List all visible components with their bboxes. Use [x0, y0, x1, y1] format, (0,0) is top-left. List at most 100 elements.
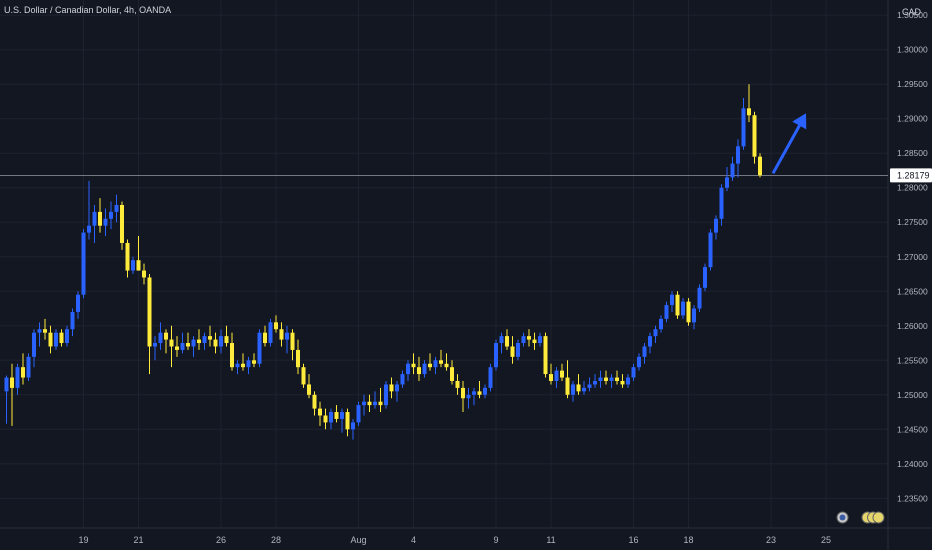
y-tick-label: 1.25500: [897, 355, 928, 365]
candle-body: [444, 363, 449, 368]
x-tick-label: 4: [411, 535, 416, 545]
candle-body: [719, 187, 724, 219]
candle-body: [400, 374, 405, 385]
candle-body: [455, 380, 460, 388]
candle-body: [65, 329, 69, 344]
candle-body: [301, 367, 306, 385]
x-tick-label: 26: [216, 535, 226, 545]
candle-body: [175, 346, 179, 350]
candle-body: [10, 377, 14, 388]
candle-body: [587, 384, 592, 388]
candle-body: [670, 294, 674, 306]
candle-body: [125, 242, 130, 271]
candle-body: [703, 267, 707, 288]
trend-arrow-head: [792, 113, 807, 130]
candle-body: [120, 204, 124, 243]
candle-body: [345, 412, 350, 430]
candle-body: [263, 332, 267, 344]
candle-body: [736, 146, 740, 164]
candle-body: [197, 339, 201, 344]
flag-icon[interactable]: [836, 511, 849, 529]
candle-body: [142, 270, 146, 278]
candle-body: [521, 336, 526, 344]
candle-body: [461, 387, 465, 399]
candle-body: [153, 343, 157, 347]
candle-body: [224, 336, 229, 344]
candle-body: [758, 156, 762, 176]
candle-body: [334, 412, 339, 419]
candle-body: [323, 415, 328, 423]
candle-body: [191, 339, 196, 347]
candle-body: [499, 336, 504, 344]
candle-body: [653, 329, 658, 337]
candle-body: [312, 394, 317, 409]
candle-body: [136, 260, 141, 271]
x-tick-label: 23: [766, 535, 776, 545]
candle-body: [296, 349, 300, 368]
candle-body: [389, 384, 394, 392]
y-tick-label: 1.27500: [897, 217, 928, 227]
currency-label: CAD: [902, 7, 922, 17]
candle-body: [549, 374, 553, 381]
candle-body: [708, 232, 713, 268]
candle-body: [615, 377, 619, 381]
candle-body: [582, 387, 586, 392]
candle-body: [362, 401, 366, 406]
candle-body: [576, 384, 581, 392]
x-tick-label: 11: [546, 535, 555, 545]
candle-body: [681, 301, 685, 316]
candle-body: [516, 343, 520, 357]
candle-body: [329, 412, 333, 423]
candle-body: [180, 343, 185, 350]
candle-body: [356, 405, 361, 423]
candle-body: [98, 211, 102, 226]
candle-body: [571, 384, 575, 395]
candle-body: [565, 377, 570, 395]
candle-body: [560, 370, 564, 378]
candle-body: [103, 218, 108, 226]
candle-body: [246, 360, 251, 368]
candle-body: [741, 108, 746, 147]
candle-body: [70, 311, 75, 330]
candle-body: [609, 377, 614, 381]
candle-body: [648, 336, 652, 347]
candle-body: [554, 370, 559, 381]
y-tick-label: 1.26500: [897, 286, 928, 296]
x-tick-label: 19: [78, 535, 88, 545]
candle-body: [21, 367, 25, 378]
candle-body: [620, 380, 625, 385]
candle-body: [169, 339, 174, 347]
y-tick-label: 1.28500: [897, 148, 928, 158]
candle-body: [417, 367, 421, 375]
events-icon[interactable]: [861, 511, 885, 529]
candle-body: [15, 367, 20, 388]
candle-body: [450, 367, 454, 381]
candle-body: [631, 367, 636, 378]
candle-body: [494, 343, 498, 368]
candle-body: [76, 294, 80, 312]
candle-body: [659, 318, 663, 330]
candle-body: [186, 343, 190, 347]
candle-body: [428, 363, 432, 368]
candle-body: [730, 163, 735, 178]
candle-body: [483, 387, 487, 395]
candle-body: [411, 363, 416, 368]
candle-body: [752, 115, 757, 157]
x-tick-label: 18: [683, 535, 693, 545]
y-tick-label: 1.29000: [897, 114, 928, 124]
candle-body: [268, 322, 273, 344]
candle-body: [92, 211, 97, 226]
candle-body: [714, 218, 718, 233]
x-tick-label: 25: [821, 535, 831, 545]
candle-body: [340, 412, 344, 419]
candle-body: [532, 339, 537, 344]
candle-body: [81, 232, 86, 295]
candle-body: [307, 384, 311, 395]
candle-body: [164, 332, 168, 340]
y-tick-label: 1.29500: [897, 79, 928, 89]
candle-body: [158, 332, 163, 344]
candle-body: [538, 336, 542, 344]
candle-body: [373, 401, 377, 406]
candle-body: [378, 401, 383, 406]
